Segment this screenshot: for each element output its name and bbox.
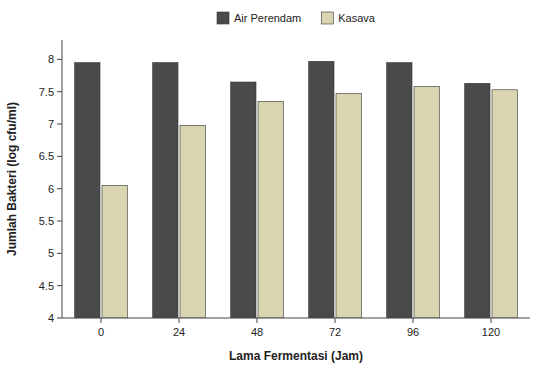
chart-container: 4 4.5 5 5.5 6 6.5 7 7.5 8 0 24 48 72 96 120 Lama Fermen… <box>0 0 546 370</box>
bar <box>102 185 127 318</box>
x-tick <box>179 318 180 323</box>
y-tick-label: 5.5 <box>39 215 54 227</box>
y-tick <box>57 221 62 222</box>
y-tick <box>57 188 62 189</box>
legend-swatch <box>321 12 333 24</box>
x-tick <box>101 318 102 323</box>
y-tick-label: 7 <box>48 118 54 130</box>
x-axis-line <box>62 318 530 319</box>
y-tick <box>57 253 62 254</box>
y-tick-label: 6.5 <box>39 150 54 162</box>
x-tick-label: 96 <box>407 326 419 338</box>
bar <box>492 90 517 318</box>
y-tick-label: 7.5 <box>39 86 54 98</box>
legend-label: Kasava <box>338 12 376 24</box>
bar <box>258 101 283 318</box>
legend-label: Air Perendam <box>234 12 301 24</box>
bar <box>387 63 412 318</box>
bar <box>153 63 178 318</box>
y-tick <box>57 59 62 60</box>
x-axis-label: Lama Fermentasi (Jam) <box>229 349 363 363</box>
y-tick <box>57 318 62 319</box>
bar <box>180 125 205 318</box>
bar <box>75 63 100 318</box>
x-tick <box>491 318 492 323</box>
bar <box>309 61 334 318</box>
y-tick <box>57 91 62 92</box>
chart-svg: 4 4.5 5 5.5 6 6.5 7 7.5 8 0 24 48 72 96 120 Lama Fermen… <box>0 0 546 370</box>
x-tick-label: 24 <box>173 326 185 338</box>
y-axis-label: Jumlah Bakteri (log cfu/ml) <box>5 102 19 256</box>
bars <box>75 61 518 318</box>
y-tick-label: 6 <box>48 183 54 195</box>
legend: Air Perendam Kasava <box>217 12 376 24</box>
legend-swatch <box>217 12 229 24</box>
x-tick-label: 48 <box>251 326 263 338</box>
x-tick-label: 120 <box>482 326 500 338</box>
y-tick <box>57 156 62 157</box>
bar <box>465 83 490 318</box>
y-tick-label: 8 <box>48 53 54 65</box>
legend-item: Kasava <box>321 12 376 24</box>
bar <box>231 82 256 318</box>
bar <box>414 87 439 318</box>
x-tick-label: 72 <box>329 326 341 338</box>
y-tick <box>57 124 62 125</box>
legend-item: Air Perendam <box>217 12 301 24</box>
y-tick-label: 5 <box>48 247 54 259</box>
x-tick <box>413 318 414 323</box>
x-tick <box>257 318 258 323</box>
x-tick <box>335 318 336 323</box>
y-tick <box>57 285 62 286</box>
x-tick-label: 0 <box>98 326 104 338</box>
y-tick-label: 4.5 <box>39 280 54 292</box>
y-tick-label: 4 <box>48 312 54 324</box>
bar <box>336 94 361 318</box>
y-axis-line <box>62 40 63 318</box>
